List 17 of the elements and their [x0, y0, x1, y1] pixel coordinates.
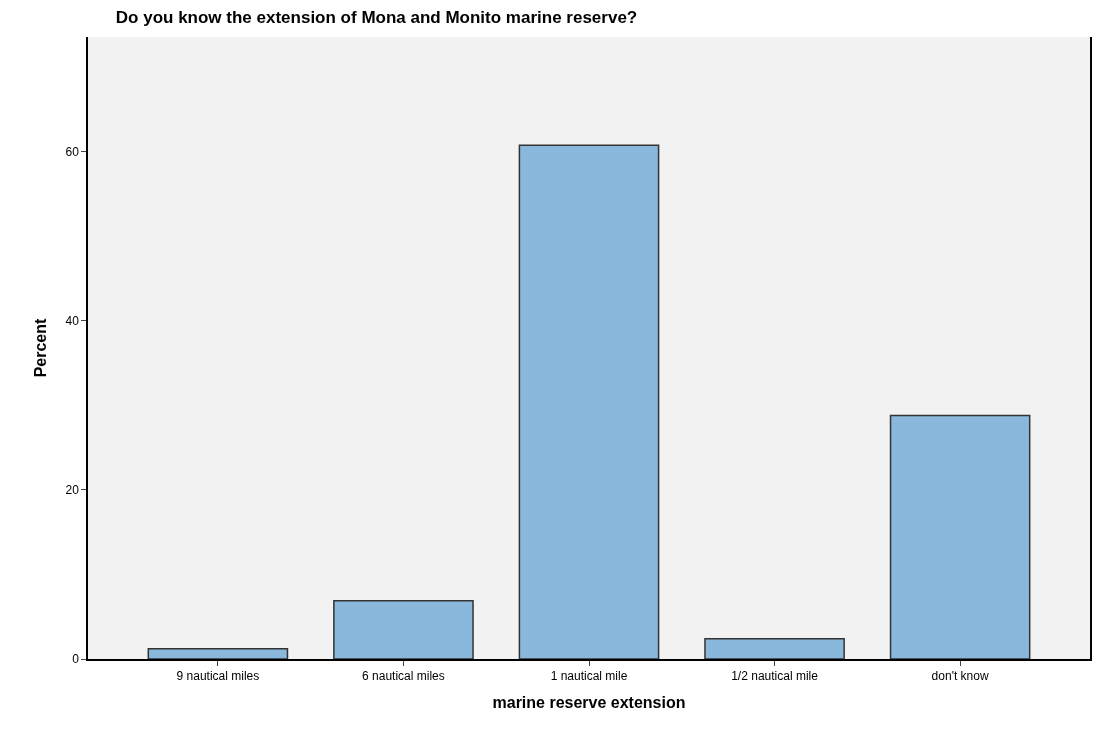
bar: [333, 599, 474, 659]
bar: [518, 144, 660, 659]
x-tick-label: don't know: [931, 669, 989, 684]
bar: [704, 637, 845, 659]
y-tick-label: 20: [65, 483, 80, 498]
x-tick-label: 9 nautical miles: [176, 669, 260, 684]
y-tick-label: 0: [72, 652, 80, 667]
chart-title: Do you know the extension of Mona and Monito marine reserve?: [115, 7, 638, 27]
x-tick-label: 6 nautical miles: [362, 669, 445, 684]
y-axis-title: Percent: [31, 317, 49, 378]
bar: [147, 648, 289, 659]
x-axis-title: marine reserve extension: [492, 694, 686, 712]
bar: [889, 414, 1031, 659]
x-tick-label: 1 nautical mile: [550, 669, 628, 684]
y-tick-label: 60: [65, 145, 80, 160]
x-tick-label: 1/2 nautical mile: [731, 669, 819, 684]
y-tick-label: 40: [65, 314, 80, 329]
